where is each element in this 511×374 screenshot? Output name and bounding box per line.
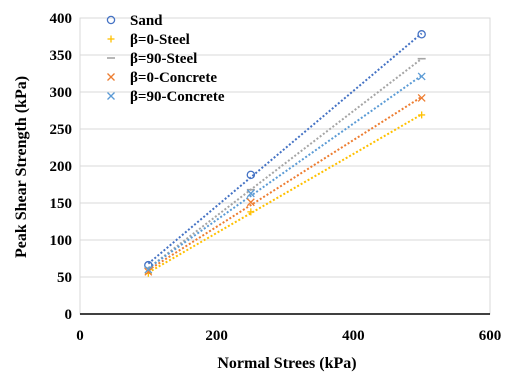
legend-marker [107, 73, 115, 81]
plot-area [79, 17, 491, 315]
legend-marker [106, 15, 116, 25]
y-axis-title: Peak Shear Strength (kPa) [13, 76, 30, 258]
data-point [246, 189, 255, 198]
legend-marker [107, 92, 115, 100]
x-tick-labels: 0 200 400 600 [76, 328, 501, 344]
y-tick-labels: 0 50 100 150 200 250 300 350 400 [50, 11, 73, 323]
y-tick-label: 400 [50, 11, 73, 27]
legend-label: β=0-Concrete [130, 70, 217, 86]
legend-label: β=0-Steel [130, 32, 190, 48]
trendline [147, 32, 423, 265]
data-point [246, 198, 255, 207]
x-tick-label: 0 [76, 328, 84, 344]
y-tick-label: 150 [50, 196, 73, 212]
data-point [417, 30, 426, 39]
x-tick-label: 600 [479, 328, 502, 344]
gridlines [80, 17, 490, 278]
data-point [144, 269, 152, 277]
trendline [147, 57, 423, 269]
x-axis-title: Normal Strees (kPa) [217, 355, 356, 372]
data-point [418, 111, 426, 119]
data-point [417, 93, 426, 102]
x-tick-label: 200 [205, 328, 228, 344]
trendline [147, 96, 423, 271]
data-point [247, 208, 255, 216]
x-tick-label: 400 [342, 328, 365, 344]
y-tick-label: 0 [65, 307, 73, 323]
data-point [144, 267, 153, 276]
y-tick-label: 200 [50, 159, 73, 175]
data-points [144, 30, 426, 277]
y-tick-label: 50 [57, 270, 72, 286]
y-tick-label: 350 [50, 48, 73, 64]
y-tick-label: 250 [50, 122, 73, 138]
legend: Sand β=0-Steel β=90-Steel β=0-Concrete β=90-… [106, 13, 225, 105]
legend-label: Sand [130, 13, 163, 29]
legend-label: β=90-Steel [130, 51, 197, 67]
legend-label: β=90-Concrete [130, 89, 225, 105]
data-point [246, 170, 256, 180]
trendlines [147, 32, 423, 274]
legend-marker [107, 35, 115, 43]
data-point [417, 72, 426, 81]
y-tick-label: 100 [50, 233, 73, 249]
trendline [147, 113, 423, 274]
y-tick-label: 300 [50, 85, 73, 101]
data-point [144, 265, 153, 274]
